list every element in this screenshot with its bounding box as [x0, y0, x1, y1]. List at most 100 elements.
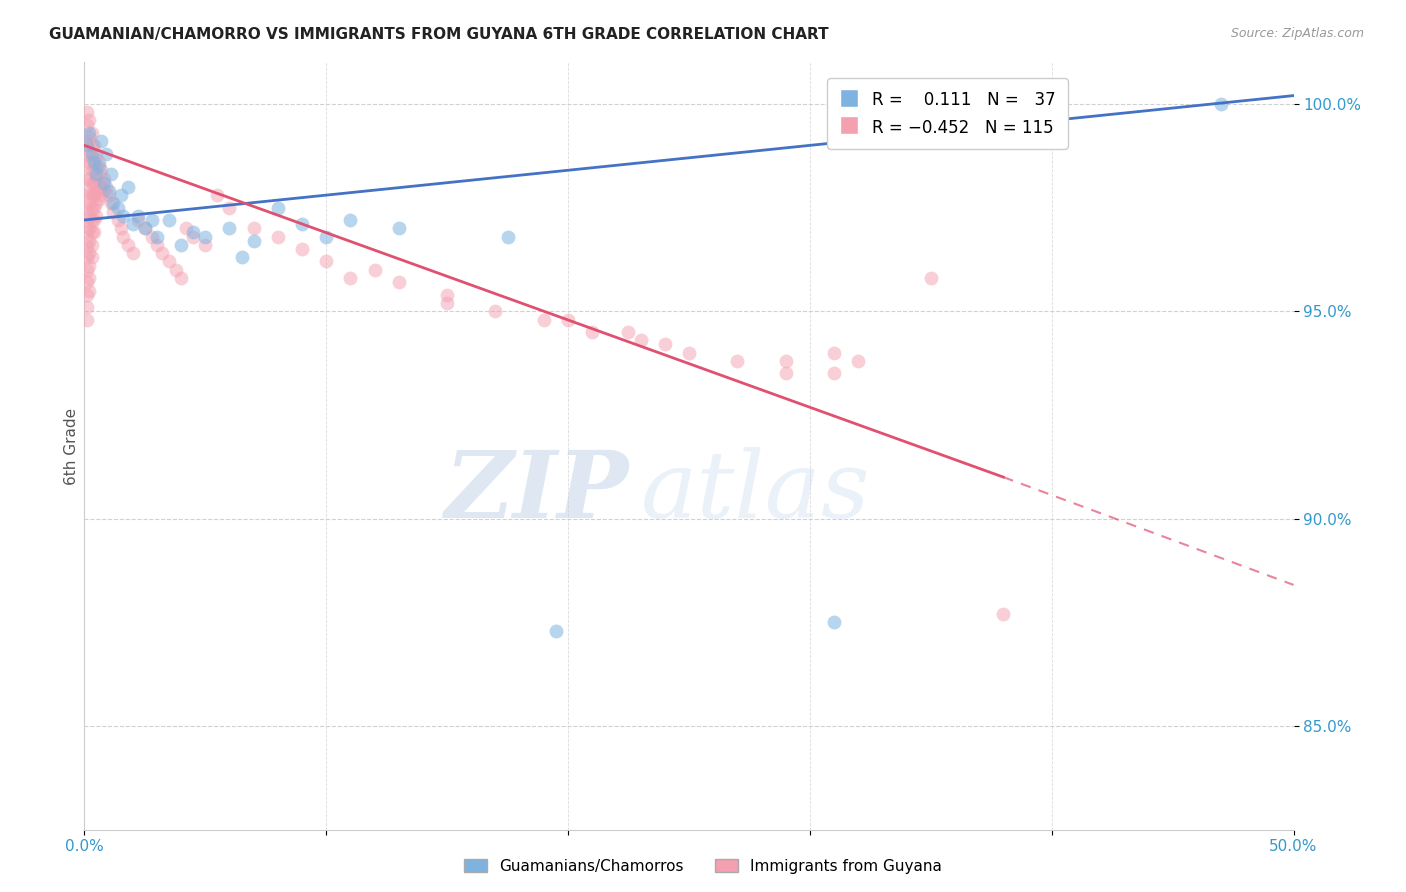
- Point: [86, 159, 108, 173]
- Point: [315, 254, 337, 268]
- Point: [77, 209, 100, 223]
- Point: [146, 229, 169, 244]
- Point: [846, 354, 869, 368]
- Point: [823, 615, 845, 630]
- Point: [76, 287, 98, 301]
- Point: [76, 275, 98, 289]
- Point: [76, 262, 98, 277]
- Point: [76, 250, 98, 264]
- Point: [80, 201, 103, 215]
- Point: [87, 168, 110, 182]
- Point: [76, 171, 98, 186]
- Point: [77, 196, 100, 211]
- Point: [775, 354, 797, 368]
- Point: [823, 367, 845, 381]
- Point: [77, 259, 100, 273]
- Point: [117, 179, 139, 194]
- Point: [86, 184, 108, 198]
- Point: [141, 213, 163, 227]
- Point: [174, 221, 197, 235]
- Point: [77, 284, 100, 298]
- Point: [231, 250, 253, 264]
- Point: [80, 163, 103, 178]
- Point: [86, 168, 108, 182]
- Point: [170, 238, 193, 252]
- Point: [121, 246, 143, 260]
- Point: [80, 176, 103, 190]
- Point: [76, 134, 98, 148]
- Point: [388, 275, 411, 289]
- Point: [103, 196, 125, 211]
- Point: [76, 118, 98, 132]
- Point: [165, 262, 187, 277]
- Point: [107, 201, 129, 215]
- Point: [557, 312, 579, 326]
- Point: [80, 126, 103, 140]
- Point: [77, 126, 100, 140]
- Point: [86, 209, 108, 223]
- Point: [83, 188, 105, 202]
- Point: [267, 229, 290, 244]
- Point: [77, 143, 100, 157]
- Point: [87, 155, 110, 169]
- Point: [157, 254, 180, 268]
- Point: [117, 238, 139, 252]
- Point: [544, 624, 567, 638]
- Point: [181, 226, 204, 240]
- Point: [94, 179, 117, 194]
- Text: Source: ZipAtlas.com: Source: ZipAtlas.com: [1230, 27, 1364, 40]
- Point: [86, 146, 108, 161]
- Text: GUAMANIAN/CHAMORRO VS IMMIGRANTS FROM GUYANA 6TH GRADE CORRELATION CHART: GUAMANIAN/CHAMORRO VS IMMIGRANTS FROM GU…: [49, 27, 828, 42]
- Point: [77, 271, 100, 285]
- Point: [83, 201, 105, 215]
- Point: [87, 192, 110, 206]
- Legend: R =    0.111   N =   37, R = −0.452   N = 115: R = 0.111 N = 37, R = −0.452 N = 115: [827, 78, 1067, 149]
- Point: [134, 221, 156, 235]
- Point: [76, 312, 98, 326]
- Point: [80, 213, 103, 227]
- Point: [436, 296, 458, 310]
- Point: [181, 229, 204, 244]
- Point: [617, 325, 640, 339]
- Point: [630, 333, 652, 347]
- Point: [76, 146, 98, 161]
- Point: [218, 221, 240, 235]
- Point: [291, 242, 314, 256]
- Point: [83, 151, 105, 165]
- Point: [87, 159, 110, 173]
- Point: [170, 271, 193, 285]
- Point: [90, 163, 112, 178]
- Point: [496, 229, 519, 244]
- Point: [76, 226, 98, 240]
- Point: [76, 213, 98, 227]
- Point: [112, 209, 135, 223]
- Point: [77, 171, 100, 186]
- Point: [97, 188, 120, 202]
- Point: [83, 226, 105, 240]
- Point: [127, 209, 149, 223]
- Point: [86, 196, 108, 211]
- Point: [77, 221, 100, 235]
- Point: [141, 229, 163, 244]
- Point: [112, 229, 135, 244]
- Point: [242, 234, 264, 248]
- Point: [134, 221, 156, 235]
- Point: [436, 287, 458, 301]
- Point: [654, 337, 676, 351]
- Point: [107, 213, 129, 227]
- Point: [1209, 96, 1232, 111]
- Point: [83, 138, 105, 153]
- Point: [77, 246, 100, 260]
- Point: [93, 176, 115, 190]
- Point: [194, 238, 217, 252]
- Point: [76, 201, 98, 215]
- Point: [100, 168, 122, 182]
- Text: atlas: atlas: [641, 447, 870, 537]
- Point: [207, 188, 229, 202]
- Point: [80, 146, 103, 161]
- Point: [533, 312, 555, 326]
- Point: [77, 130, 100, 145]
- Point: [76, 138, 98, 153]
- Point: [87, 179, 110, 194]
- Point: [339, 271, 361, 285]
